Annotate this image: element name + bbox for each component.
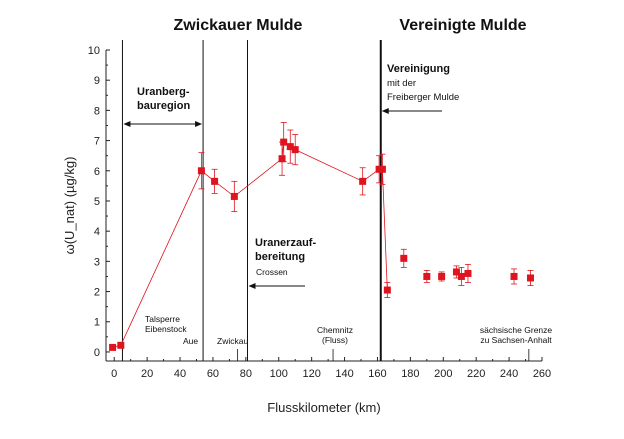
y-tick-label: 10	[88, 45, 100, 57]
data-point	[526, 274, 534, 282]
y-tick-label: 3	[94, 256, 100, 268]
data-point	[278, 155, 286, 163]
x-tick-label: 100	[270, 368, 288, 380]
x-tick-label: 40	[174, 368, 186, 380]
crossen-label: Crossen	[256, 267, 288, 277]
grenze-label: zu Sachsen-Anhalt	[480, 335, 552, 345]
x-tick-label: 200	[434, 368, 452, 380]
talsperre-label: Eibenstock	[145, 324, 187, 334]
uranerz-label: bereitung	[255, 251, 305, 263]
annotations: Zwickauer Mulde Vereinigte Mulde Uranberg-…	[123, 17, 552, 361]
x-tick-label: 220	[467, 368, 485, 380]
y-tick-label: 1	[94, 317, 100, 329]
y-tick-label: 5	[94, 196, 100, 208]
data-point	[383, 286, 391, 294]
data-series	[109, 122, 534, 351]
zwickau-label: Zwickau	[217, 336, 248, 346]
x-tick-label: 0	[111, 368, 117, 380]
uranbergbau-label: bauregion	[137, 100, 190, 112]
region-title-vereinigte: Vereinigte Mulde	[399, 17, 526, 34]
data-point	[286, 143, 294, 151]
data-point	[378, 165, 386, 173]
arrow-head	[123, 121, 131, 127]
data-point	[230, 192, 238, 200]
x-tick-label: 120	[302, 368, 320, 380]
data-point	[438, 272, 446, 280]
data-point	[359, 177, 367, 185]
x-tick-label: 20	[141, 368, 153, 380]
data-point	[452, 268, 460, 276]
data-point	[291, 146, 299, 154]
aue-label: Aue	[183, 336, 198, 346]
arrow-head	[248, 283, 256, 289]
region-title-zwickauer: Zwickauer Mulde	[174, 17, 303, 34]
uranerz-label: Uranerzauf-	[255, 237, 316, 249]
data-point	[117, 341, 125, 349]
data-point	[464, 269, 472, 277]
data-point	[211, 177, 219, 185]
x-tick-label: 60	[207, 368, 219, 380]
data-point	[280, 138, 288, 146]
chemnitz-label: Chemnitz	[317, 325, 353, 335]
grenze-label: sächsische Grenze	[480, 325, 553, 335]
y-axis-title: ω(U_nat) (µg/kg)	[62, 157, 77, 255]
y-tick-label: 2	[94, 287, 100, 299]
data-point	[197, 167, 205, 175]
vereinigung-label: Freiberger Mulde	[387, 92, 459, 103]
y-tick-label: 7	[94, 136, 100, 148]
x-tick-label: 80	[240, 368, 252, 380]
data-point	[400, 254, 408, 262]
y-tick-label: 6	[94, 166, 100, 178]
y-tick-label: 4	[94, 226, 100, 238]
y-tick-label: 8	[94, 105, 100, 117]
x-tick-label: 260	[533, 368, 551, 380]
vereinigung-label: mit der	[387, 78, 416, 89]
x-tick-label: 140	[335, 368, 353, 380]
x-tick-label: 160	[368, 368, 386, 380]
data-point	[109, 343, 117, 351]
x-tick-label: 240	[500, 368, 518, 380]
y-tick-label: 9	[94, 75, 100, 87]
arrow-head	[195, 121, 203, 127]
data-point	[457, 272, 465, 280]
uranbergbau-label: Uranberg-	[137, 86, 190, 98]
chemnitz-label: (Fluss)	[322, 335, 348, 345]
talsperre-label: Talsperre	[145, 314, 180, 324]
x-axis-title: Flusskilometer (km)	[267, 400, 380, 415]
arrow-head	[381, 108, 389, 114]
data-point	[510, 272, 518, 280]
vereinigung-label: Vereinigung	[387, 63, 450, 75]
data-point	[423, 272, 431, 280]
section-lines	[121, 40, 382, 361]
x-tick-label: 180	[401, 368, 419, 380]
y-tick-label: 0	[94, 347, 100, 359]
